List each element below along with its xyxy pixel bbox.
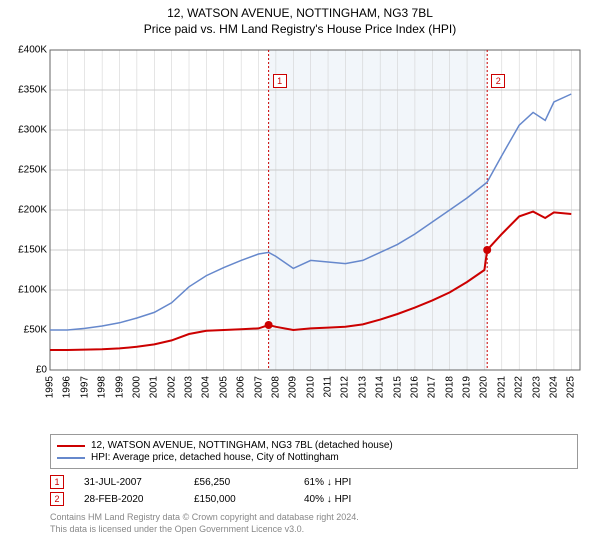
legend-item: HPI: Average price, detached house, City… [57,452,571,463]
sales-table: 1 31-JUL-2007 £56,250 61% ↓ HPI 2 28-FEB-2020… [50,475,578,506]
y-axis-tick-label: £300K [18,125,47,136]
x-axis-tick-label: 2010 [305,376,316,398]
x-axis-tick-label: 2013 [357,376,368,398]
y-axis-tick-label: £100K [18,285,47,296]
chart-svg [0,40,600,430]
x-axis-tick-label: 2004 [201,376,212,398]
sale-date: 31-JUL-2007 [84,477,174,488]
x-axis-tick-label: 2003 [184,376,195,398]
chart-area: £0 £50K £100K £150K £200K £250K £300K £350K £400… [0,40,600,430]
x-axis-tick-label: 2014 [375,376,386,398]
y-axis-tick-label: £0 [36,365,47,376]
chart-container: 12, WATSON AVENUE, NOTTINGHAM, NG3 7BL P… [0,0,600,560]
y-axis-tick-label: £350K [18,85,47,96]
x-axis-tick-label: 2008 [270,376,281,398]
sale-marker-label: 2 [491,74,505,88]
sale-hpi-diff: 61% ↓ HPI [304,477,394,488]
x-axis-tick-label: 2019 [462,376,473,398]
x-axis-tick-label: 2001 [149,376,160,398]
y-axis-tick-label: £400K [18,45,47,56]
x-axis-tick-label: 1999 [114,376,125,398]
x-axis-tick-label: 2020 [479,376,490,398]
x-axis-tick-label: 1996 [62,376,73,398]
y-axis-tick-label: £50K [24,325,47,336]
x-axis-tick-label: 2022 [514,376,525,398]
x-axis-tick-label: 2006 [236,376,247,398]
sale-price: £56,250 [194,477,284,488]
x-axis-tick-label: 2025 [566,376,577,398]
x-axis-tick-label: 1997 [79,376,90,398]
x-axis-tick-label: 2009 [288,376,299,398]
x-axis-tick-label: 2024 [548,376,559,398]
y-axis-tick-label: £200K [18,205,47,216]
footer-line: This data is licensed under the Open Gov… [50,524,578,536]
x-axis-tick-label: 2017 [427,376,438,398]
x-axis-tick-label: 2000 [131,376,142,398]
x-axis-tick-label: 2023 [531,376,542,398]
x-axis-tick-label: 2021 [496,376,507,398]
legend: 12, WATSON AVENUE, NOTTINGHAM, NG3 7BL (… [50,434,578,469]
x-axis-tick-label: 1995 [45,376,56,398]
chart-subtitle: Price paid vs. HM Land Registry's House … [0,20,600,40]
x-axis-tick-label: 1998 [97,376,108,398]
sale-marker-label: 1 [273,74,287,88]
sale-hpi-diff: 40% ↓ HPI [304,494,394,505]
legend-label: 12, WATSON AVENUE, NOTTINGHAM, NG3 7BL (… [91,440,393,451]
sale-index-box: 1 [50,475,64,489]
sale-row: 1 31-JUL-2007 £56,250 61% ↓ HPI [50,475,578,489]
x-axis-tick-label: 2012 [340,376,351,398]
footer-line: Contains HM Land Registry data © Crown c… [50,512,578,524]
x-axis-tick-label: 2016 [409,376,420,398]
x-axis-tick-label: 2015 [392,376,403,398]
sale-row: 2 28-FEB-2020 £150,000 40% ↓ HPI [50,492,578,506]
chart-title: 12, WATSON AVENUE, NOTTINGHAM, NG3 7BL [0,0,600,20]
footer-attribution: Contains HM Land Registry data © Crown c… [50,512,578,535]
sale-index-box: 2 [50,492,64,506]
sale-date: 28-FEB-2020 [84,494,174,505]
y-axis-tick-label: £150K [18,245,47,256]
x-axis-tick-label: 2002 [166,376,177,398]
legend-item: 12, WATSON AVENUE, NOTTINGHAM, NG3 7BL (… [57,440,571,451]
legend-swatch [57,457,85,459]
legend-label: HPI: Average price, detached house, City… [91,452,339,463]
sale-price: £150,000 [194,494,284,505]
legend-swatch [57,445,85,447]
x-axis-tick-label: 2005 [218,376,229,398]
x-axis-tick-label: 2018 [444,376,455,398]
y-axis-tick-label: £250K [18,165,47,176]
x-axis-tick-label: 2007 [253,376,264,398]
x-axis-tick-label: 2011 [323,376,334,398]
